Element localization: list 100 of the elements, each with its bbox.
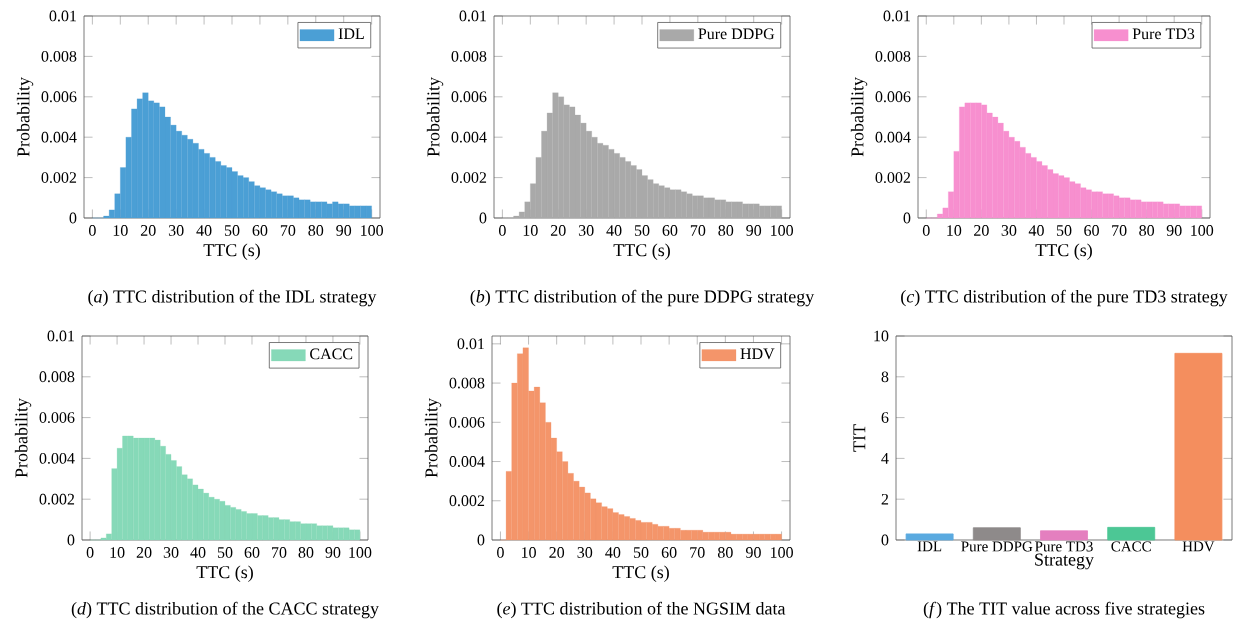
y-tick-label: 0.004	[39, 452, 75, 464]
x-tick-label: 100	[361, 225, 384, 236]
legend-label: IDL	[338, 28, 364, 39]
x-tick-label: 40	[1028, 225, 1044, 236]
text: (f) The TIT value across five strategies	[923, 601, 1205, 619]
x-tick-label: 80	[717, 547, 733, 558]
legend-label: HDV	[740, 348, 775, 360]
x-tick-label: 50	[217, 547, 233, 558]
x-tick-label: 10	[523, 225, 538, 236]
y-tick-label: 0.008	[449, 377, 485, 389]
y-tick-label: 0.004	[41, 131, 77, 143]
x-tick-label: 20	[549, 547, 565, 558]
x-tick-label: 70	[1112, 225, 1127, 236]
y-tick-label: 0.004	[449, 456, 485, 467]
x-axis-title: TTC (s)	[196, 565, 253, 582]
x-tick-label: 60	[244, 547, 260, 558]
y-tick-label: 4	[881, 453, 889, 464]
text: (b) TTC distribution of the pure DDPG strategy	[470, 289, 815, 307]
y-tick-label: 8	[881, 371, 889, 383]
y-tick-label: 0.002	[449, 495, 485, 507]
y-tick-label: 0.008	[41, 50, 77, 62]
x-tick-label: 60	[252, 225, 268, 236]
y-tick-label: 0.006	[41, 91, 77, 103]
x-axis-title: Strategy	[1035, 553, 1094, 570]
x-tick-label: 100	[1191, 225, 1214, 236]
y-tick-label: 0	[479, 212, 487, 224]
x-axis-title: TTC (s)	[613, 243, 670, 260]
text: (d) TTC distribution of the CACC strategy	[71, 601, 379, 619]
x-tick-label: 20	[136, 547, 152, 558]
x-tick-label: 90	[745, 547, 761, 558]
x-axis-title: TTC (s)	[203, 243, 260, 260]
y-tick-label: 0.004	[451, 131, 487, 143]
x-tick-label: 100	[771, 225, 794, 236]
x-tick-label: 90	[746, 225, 762, 236]
x-tick-label: 70	[690, 547, 705, 558]
x-tick-label: 30	[578, 225, 594, 236]
y-tick-label: 0.01	[457, 338, 484, 350]
x-tick-label: 30	[577, 547, 593, 558]
x-tick-label: 0	[497, 547, 504, 558]
y-tick-label: 0	[903, 212, 911, 224]
y-axis-title: TIT	[853, 424, 866, 452]
x-tick-label: 70	[272, 547, 287, 558]
x-tick-label: 100	[770, 547, 793, 558]
x-tick-label: 60	[661, 547, 677, 558]
x-tick-label: 40	[606, 225, 622, 236]
y-tick-label: 0.006	[451, 91, 487, 103]
y-tick-label: 0.002	[875, 172, 911, 184]
x-tick-label: HDV	[1182, 541, 1215, 552]
x-tick-label: 50	[633, 547, 649, 558]
y-tick-label: 0.008	[875, 50, 911, 62]
text: (a) TTC distribution of the IDL strategy	[88, 289, 377, 307]
x-tick-label: 40	[190, 547, 206, 558]
x-axis-title: TTC (s)	[1035, 243, 1092, 260]
y-tick-label: 0.01	[49, 10, 76, 22]
x-tick-label: 10	[521, 547, 536, 558]
y-axis-title: Probability	[850, 77, 868, 157]
x-tick-label: 30	[168, 225, 184, 236]
y-tick-label: 10	[874, 330, 889, 342]
y-axis-title: Probability	[426, 77, 444, 157]
x-tick-label: 50	[1056, 225, 1072, 236]
x-tick-label: 20	[974, 225, 989, 236]
x-tick-label: 100	[349, 547, 372, 558]
x-tick-label: 40	[605, 547, 621, 558]
x-axis-title: TTC (s)	[612, 565, 669, 582]
x-tick-label: 20	[140, 225, 156, 236]
x-tick-label: CACC	[1111, 541, 1151, 552]
x-tick-label: 90	[1166, 225, 1182, 236]
x-tick-label: 90	[336, 225, 352, 236]
x-tick-label: 30	[163, 547, 179, 558]
x-tick-label: 0	[88, 225, 96, 236]
y-tick-label: 0.002	[41, 172, 77, 184]
x-tick-label: Pure DDPG	[961, 541, 1033, 552]
y-tick-label: 2	[881, 493, 889, 505]
text: (e) TTC distribution of the NGSIM data	[497, 601, 786, 619]
y-tick-label: 0.008	[39, 371, 75, 383]
x-tick-label: IDL	[917, 541, 942, 552]
y-axis-title: Probability	[16, 77, 34, 157]
x-tick-label: 60	[662, 225, 678, 236]
x-tick-label: 10	[947, 225, 962, 236]
x-tick-label: 20	[550, 225, 566, 236]
y-tick-label: 0.006	[875, 91, 911, 103]
x-tick-label: 0	[498, 225, 506, 236]
y-tick-label: 0.006	[449, 416, 485, 428]
x-tick-label: 80	[1139, 225, 1155, 236]
x-tick-label: 80	[308, 225, 324, 236]
x-tick-label: 0	[86, 547, 94, 558]
x-tick-label: 50	[634, 225, 650, 236]
y-tick-label: 0.008	[451, 50, 487, 62]
legend-label: Pure DDPG	[698, 28, 775, 40]
y-tick-label: 6	[881, 412, 889, 423]
x-tick-label: 90	[325, 547, 341, 558]
x-tick-label: Pure TD3	[1035, 541, 1093, 552]
x-tick-label: 0	[922, 225, 930, 236]
y-tick-label: 0.01	[459, 10, 486, 22]
x-tick-label: 10	[110, 547, 125, 558]
text: (c) TTC distribution of the pure TD3 strategy	[901, 289, 1228, 307]
y-tick-label: 0.01	[883, 10, 910, 22]
x-tick-label: 40	[196, 225, 212, 236]
y-axis-title: Probability	[424, 398, 442, 478]
legend-label: CACC	[310, 348, 353, 360]
